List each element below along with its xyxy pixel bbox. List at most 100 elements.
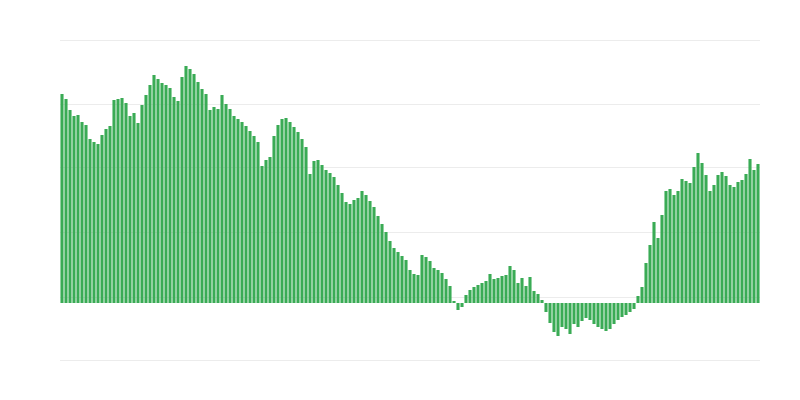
bar: [216, 109, 220, 303]
bar: [544, 303, 548, 312]
bar: [500, 276, 504, 303]
bar: [704, 175, 708, 303]
bar: [568, 303, 572, 334]
bar: [452, 301, 456, 303]
bar: [312, 161, 316, 303]
bar: [748, 159, 752, 303]
bar: [736, 182, 740, 303]
bar: [724, 176, 728, 303]
bar: [720, 172, 724, 303]
bar: [120, 98, 124, 303]
bar: [116, 99, 120, 303]
bar: [620, 303, 624, 317]
bar: [536, 294, 540, 303]
bar: [368, 201, 372, 303]
bar: [232, 116, 236, 303]
bar: [140, 105, 144, 303]
bar: [424, 257, 428, 303]
bar: [616, 303, 620, 320]
bar: [340, 193, 344, 303]
bar: [600, 303, 604, 329]
bar: [420, 255, 424, 303]
bar: [376, 216, 380, 303]
bar: [196, 82, 200, 303]
bar: [448, 286, 452, 303]
bar: [432, 268, 436, 303]
bar: [636, 296, 640, 303]
bar: [712, 185, 716, 303]
bar: [756, 164, 760, 303]
bar: [136, 123, 140, 303]
bar: [204, 94, 208, 303]
bar: [404, 260, 408, 303]
bar: [708, 191, 712, 303]
bar: [168, 88, 172, 303]
bar: [740, 180, 744, 303]
bar: [236, 119, 240, 303]
bar: [96, 144, 100, 303]
bar: [124, 103, 128, 303]
bar: [652, 222, 656, 303]
bar: [476, 285, 480, 303]
bar: [364, 195, 368, 303]
bar: [180, 77, 184, 303]
bar: [624, 303, 628, 315]
bar: [596, 303, 600, 327]
bar: [324, 170, 328, 303]
bar: [676, 191, 680, 303]
bar: [612, 303, 616, 324]
bar: [92, 142, 96, 303]
bar: [428, 261, 432, 303]
bar: [628, 303, 632, 312]
bar: [696, 153, 700, 303]
bar: [504, 275, 508, 303]
bar: [188, 69, 192, 303]
bar: [588, 303, 592, 320]
bar: [508, 266, 512, 303]
bar: [88, 139, 92, 303]
bar: [560, 303, 564, 327]
bar: [572, 303, 576, 324]
bar: [244, 126, 248, 303]
bar: [648, 245, 652, 303]
bar: [380, 224, 384, 303]
bar: [164, 85, 168, 303]
bar: [644, 263, 648, 303]
bar: [372, 207, 376, 303]
bar: [672, 195, 676, 303]
bar: [60, 94, 64, 303]
bar: [200, 89, 204, 303]
bar: [104, 129, 108, 303]
bar: [336, 185, 340, 303]
bar: [416, 275, 420, 303]
bar: [132, 113, 136, 303]
bar: [460, 303, 464, 307]
bar: [692, 167, 696, 303]
bar: [72, 116, 76, 303]
bar: [344, 202, 348, 303]
bar: [660, 215, 664, 303]
bar: [668, 189, 672, 303]
bar: [160, 83, 164, 303]
bar: [332, 177, 336, 303]
bar: [384, 232, 388, 303]
bar: [640, 287, 644, 303]
bar: [288, 122, 292, 303]
bar: [156, 79, 160, 303]
bar: [172, 97, 176, 303]
bar: [440, 273, 444, 303]
bar: [228, 109, 232, 303]
bar: [584, 303, 588, 318]
bar: [268, 157, 272, 303]
bars: [60, 66, 760, 336]
bar: [292, 127, 296, 303]
bar: [700, 163, 704, 303]
bar: [224, 104, 228, 303]
bar: [308, 174, 312, 303]
bar: [396, 252, 400, 303]
bar: [488, 274, 492, 303]
bar: [392, 248, 396, 303]
bar: [112, 100, 116, 303]
bar: [512, 270, 516, 303]
